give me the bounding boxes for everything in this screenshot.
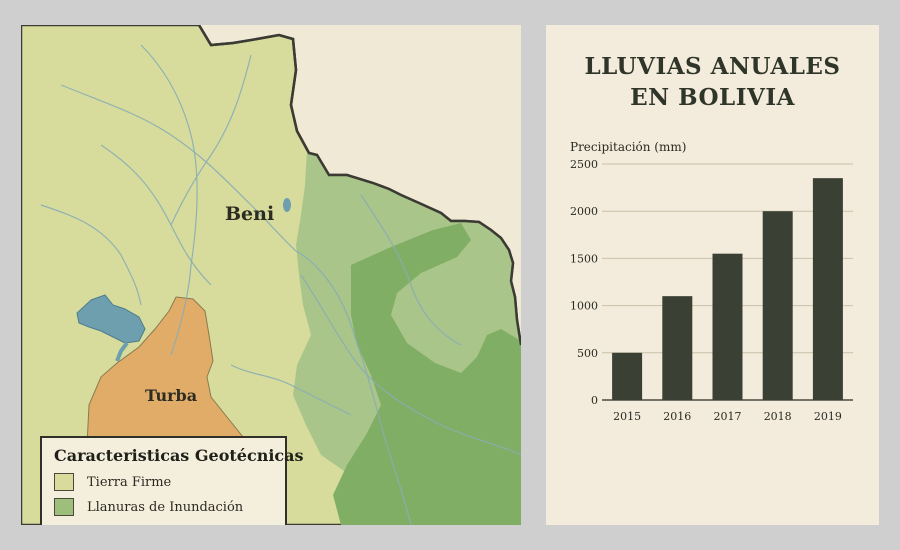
bar-2019	[812, 178, 843, 400]
legend-item-tierra-firme: Tierra Firme	[54, 473, 273, 491]
chart-panel: LLUVIAS ANUALES EN BOLIVIA Precipitación…	[546, 25, 879, 525]
x-tick-label: 2019	[814, 410, 842, 423]
chart-bars	[612, 178, 843, 400]
x-tick-label: 2018	[764, 410, 792, 423]
bar-2016	[662, 296, 693, 400]
chart-title: LLUVIAS ANUALES EN BOLIVIA	[546, 51, 879, 113]
bolivia-map	[21, 25, 521, 525]
bar-chart: Precipitación (mm) 05001000150020002500 …	[570, 140, 853, 423]
chart-y-ticks: 0 500 1000 1500 2000 2500	[570, 158, 598, 407]
y-tick-label: 1500	[570, 252, 598, 265]
region-label-turba: Turba	[145, 386, 198, 405]
legend-swatch-llanuras	[54, 498, 74, 516]
lake-channel	[115, 341, 129, 362]
lake	[76, 294, 146, 344]
llanuras-dark-region	[333, 223, 521, 525]
chart-title-line-2: EN BOLIVIA	[630, 84, 795, 111]
bar-2018	[762, 211, 793, 400]
legend-label-llanuras: Llanuras de Inundación	[87, 499, 244, 515]
legend-title: Caracteristicas Geotécnicas	[54, 446, 304, 465]
legend-swatch-tierra-firme	[54, 473, 74, 491]
bar-2015	[612, 352, 643, 400]
chart-title-line-1: LLUVIAS ANUALES	[584, 53, 841, 80]
y-tick-label: 1000	[570, 300, 598, 313]
country-border	[197, 25, 521, 346]
region-label-beni: Beni	[225, 203, 275, 225]
rivers	[40, 44, 521, 525]
legend-label-tierra-firme: Tierra Firme	[87, 474, 172, 490]
legend-item-llanuras: Llanuras de Inundación	[54, 498, 273, 516]
small-lake	[283, 198, 291, 212]
y-tick-label: 500	[577, 347, 598, 360]
chart-ylabel: Precipitación (mm)	[570, 140, 686, 154]
y-tick-label: 0	[591, 394, 598, 407]
map-legend: Caracteristicas Geotécnicas Tierra Firme…	[40, 436, 304, 525]
chart-x-ticks: 2015 2016 2017 2018 2019	[613, 410, 842, 423]
x-tick-label: 2016	[663, 410, 691, 423]
y-tick-label: 2000	[570, 205, 598, 218]
x-tick-label: 2015	[613, 410, 641, 423]
bar-2017	[712, 253, 743, 400]
map-panel: Beni Turba Caracteristicas Geotécnicas T…	[21, 25, 521, 525]
y-tick-label: 2500	[570, 158, 598, 171]
x-tick-label: 2017	[714, 410, 742, 423]
